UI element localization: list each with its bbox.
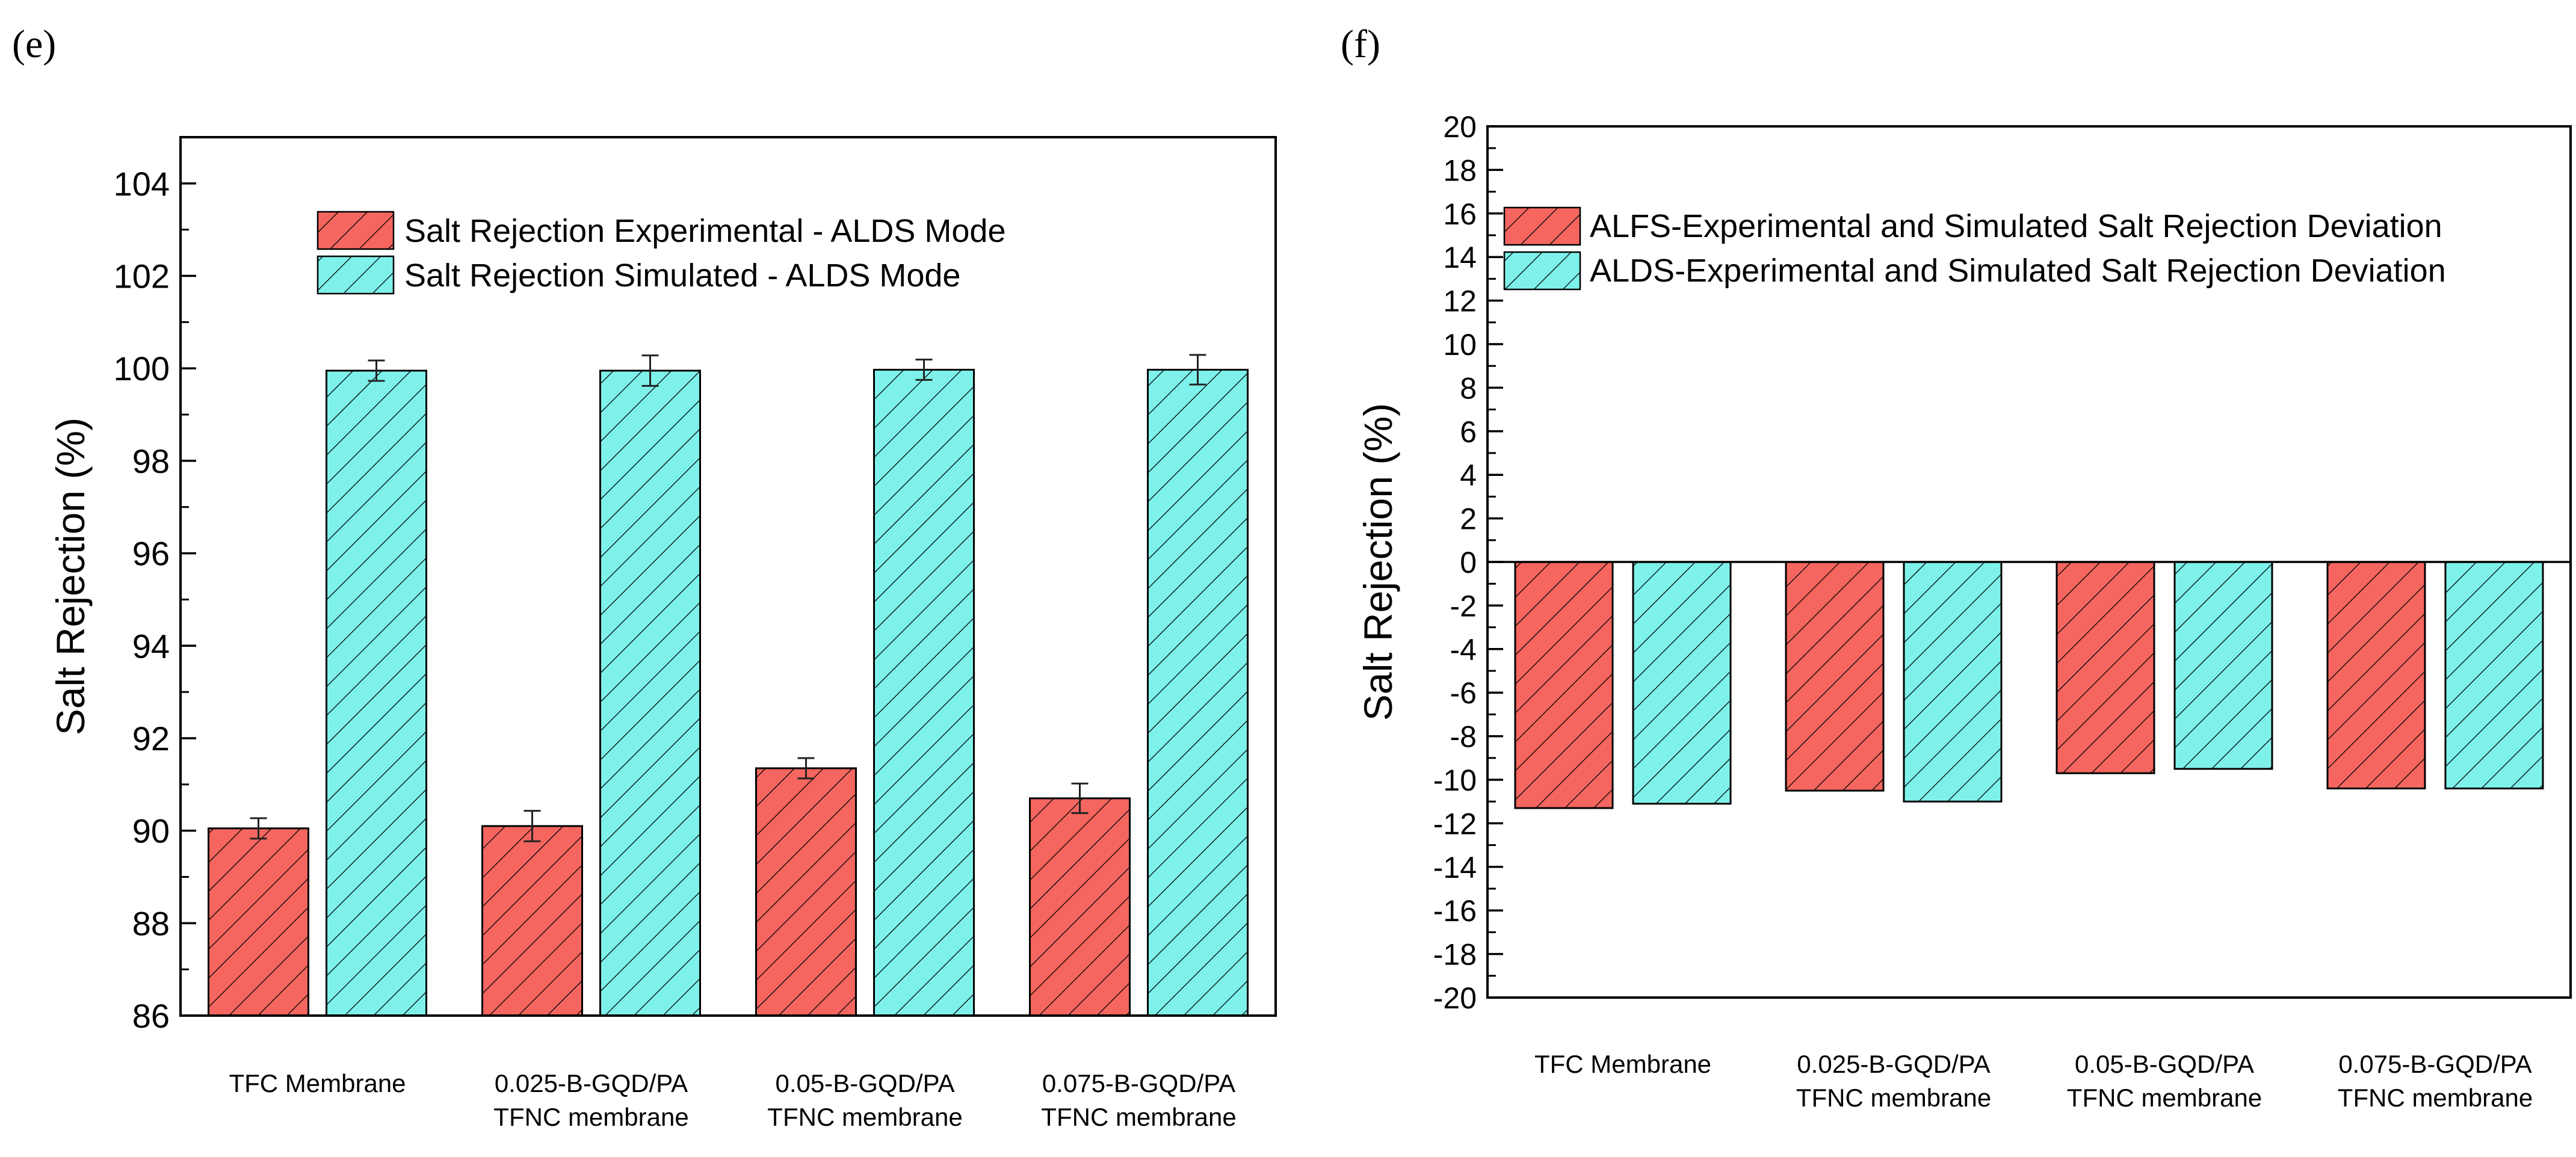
e-category-label: 0.05-B-GQD/PA <box>776 1069 955 1097</box>
panel-label-e: (e) <box>12 22 56 66</box>
f-category-label: 0.025-B-GQD/PA <box>1797 1050 1990 1078</box>
e-ytick-label: 100 <box>114 350 170 387</box>
f-ytick-label: -10 <box>1433 764 1477 797</box>
f-ytick-label: 16 <box>1443 197 1477 231</box>
f-bar-hatch <box>2056 561 2155 774</box>
f-ytick-label: 12 <box>1443 285 1477 318</box>
f-ytick-label: -6 <box>1450 676 1477 710</box>
e-x-axis: TFC Membrane 0.025-B-GQD/PA TFNC membrane 0… <box>229 1069 1236 1131</box>
e-category-label: TFNC membrane <box>493 1103 688 1131</box>
f-category-label: TFC Membrane <box>1534 1050 1711 1078</box>
panel-label-f: (f) <box>1341 22 1380 66</box>
e-legend-label-simulated: Salt Rejection Simulated - ALDS Mode <box>404 258 960 294</box>
e-bar-hatch <box>208 827 309 1017</box>
f-ytick-label: 10 <box>1443 328 1477 362</box>
f-bar-hatch <box>2444 561 2544 789</box>
f-y-axis: 20181614121086420-2-4-6-8-10-12-14-16-18… <box>1433 110 1503 1015</box>
f-ytick-label: 0 <box>1460 546 1477 579</box>
e-legend-label-experimental: Salt Rejection Experimental - ALDS Mode <box>404 213 1005 249</box>
e-ytick-label: 96 <box>132 535 170 573</box>
e-bar-hatch <box>755 767 857 1017</box>
f-ytick-label: 20 <box>1443 110 1477 144</box>
f-category-label: TFNC membrane <box>2067 1084 2262 1112</box>
e-ytick-label: 102 <box>114 258 170 295</box>
f-ytick-label: 6 <box>1460 415 1477 449</box>
f-legend-swatch-alfs-hatch <box>1504 208 1580 245</box>
e-y-axis-label: Salt Rejection (%) <box>48 418 93 735</box>
f-category-label: TFNC membrane <box>2338 1084 2533 1112</box>
e-bar-hatch <box>873 369 975 1017</box>
e-category-label: 0.075-B-GQD/PA <box>1042 1069 1235 1097</box>
e-plot-frame <box>179 136 1277 1017</box>
f-bar-hatch <box>1903 561 2003 803</box>
f-y-axis-label: Salt Rejection (%) <box>1356 403 1400 721</box>
e-bar-hatch <box>1147 369 1249 1017</box>
e-category-label: 0.025-B-GQD/PA <box>495 1069 688 1097</box>
f-category-label: 0.075-B-GQD/PA <box>2338 1050 2531 1078</box>
e-category-label: TFNC membrane <box>767 1103 962 1131</box>
e-ytick-label: 92 <box>132 720 170 757</box>
f-x-axis: TFC Membrane 0.025-B-GQD/PA TFNC membrane 0… <box>1534 1050 2533 1112</box>
e-bar-hatch <box>599 369 701 1017</box>
e-ytick-label: 86 <box>132 997 170 1035</box>
f-legend: ALFS-Experimental and Simulated Salt Rej… <box>1503 206 2446 291</box>
f-ytick-label: 2 <box>1460 502 1477 536</box>
f-ytick-label: -16 <box>1433 894 1477 928</box>
f-ytick-label: -18 <box>1433 938 1477 972</box>
f-bar-hatch <box>2173 561 2273 770</box>
f-ytick-label: 18 <box>1443 153 1477 187</box>
f-category-label: 0.05-B-GQD/PA <box>2075 1050 2254 1078</box>
e-legend-swatch-experimental-hatch <box>318 212 394 249</box>
f-ytick-label: -8 <box>1450 720 1477 754</box>
e-ytick-label: 104 <box>114 165 170 203</box>
e-bar-hatch <box>326 369 427 1017</box>
e-legend: Salt Rejection Experimental - ALDS Mode … <box>317 211 1005 295</box>
f-bar-hatch <box>1632 561 1732 805</box>
f-category-label: TFNC membrane <box>1796 1084 1991 1112</box>
e-bar-hatch <box>481 825 583 1017</box>
f-ytick-label: 14 <box>1443 241 1477 274</box>
f-bar-hatch <box>1514 561 1614 809</box>
e-ytick-label: 98 <box>132 442 170 480</box>
f-ytick-label: 8 <box>1460 371 1477 405</box>
e-category-label: TFC Membrane <box>229 1069 406 1097</box>
e-legend-swatch-simulated-hatch <box>318 256 394 294</box>
e-bars-layer <box>208 354 1249 1017</box>
chart-f: (f) 20181614121086420-2-4-6-8-10-12-14-1… <box>1341 22 2572 1112</box>
f-ytick-label: -20 <box>1433 981 1477 1015</box>
f-ytick-label: -14 <box>1433 851 1477 884</box>
e-ytick-label: 88 <box>132 904 170 942</box>
f-legend-label-alfs: ALFS-Experimental and Simulated Salt Rej… <box>1590 208 2442 244</box>
chart-e: (e) 86 88 90 92 94 96 98 100 102 104 TFC Membrane… <box>12 22 1277 1131</box>
f-ytick-label: 4 <box>1460 458 1477 492</box>
e-bar-hatch <box>1029 797 1131 1017</box>
f-ytick-label: -12 <box>1433 807 1477 841</box>
e-category-label: TFNC membrane <box>1041 1103 1236 1131</box>
f-ytick-label: -4 <box>1450 633 1477 667</box>
f-legend-label-alds: ALDS-Experimental and Simulated Salt Rej… <box>1590 253 2446 289</box>
f-bar-hatch <box>1785 561 1885 792</box>
f-ytick-label: -2 <box>1450 589 1477 623</box>
e-y-axis: 86 88 90 92 94 96 98 100 102 104 <box>114 165 196 1035</box>
f-legend-swatch-alds-hatch <box>1504 252 1580 289</box>
f-bars-layer <box>1514 561 2544 809</box>
e-ytick-label: 90 <box>132 812 170 850</box>
f-bar-hatch <box>2326 561 2426 789</box>
e-ytick-label: 94 <box>132 627 170 665</box>
